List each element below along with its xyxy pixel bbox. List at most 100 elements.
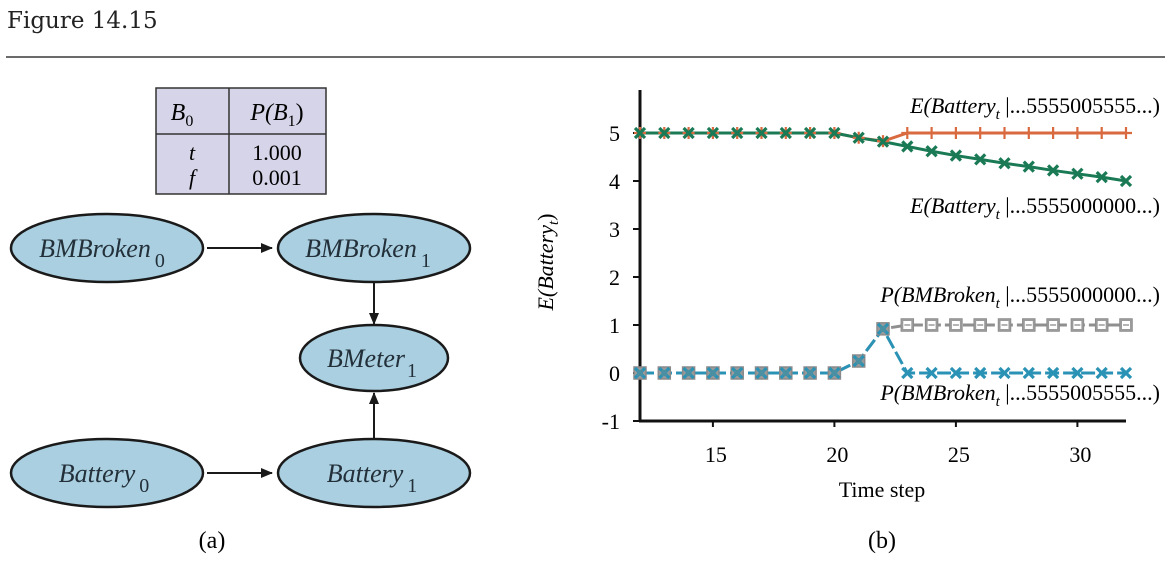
data-point-overlap — [637, 370, 643, 376]
data-point-x — [925, 145, 938, 158]
y-ticks: -1 0 1 2 3 4 5 — [602, 121, 640, 434]
cpt-table: B0 P(B1) t 1.000 f 0.001 — [155, 87, 327, 195]
data-point-x — [1071, 366, 1084, 380]
x-ticks: 15 20 25 30 — [705, 421, 1091, 467]
cpt-background — [155, 87, 327, 195]
data-point-x — [828, 126, 841, 140]
node-ellipse — [298, 323, 450, 393]
node-ellipse — [276, 437, 472, 509]
data-point-plus — [1120, 127, 1132, 139]
data-point-x — [901, 140, 914, 153]
data-point-overlap — [685, 370, 692, 376]
data-point-x — [1022, 160, 1035, 173]
data-point-x — [633, 126, 647, 140]
data-point-x — [949, 366, 963, 380]
data-point-x — [1071, 167, 1084, 180]
node-ellipse — [276, 212, 472, 284]
data-point-plus — [1022, 127, 1035, 139]
cpt-row-prob: 1.000 — [252, 140, 302, 165]
panel-b-caption: (b) — [868, 528, 896, 554]
y-tick-label: 5 — [609, 121, 620, 146]
data-point-plus — [949, 127, 962, 139]
cpt-header-prob: P(B1) — [249, 100, 303, 130]
x-axis-label: Time step — [839, 477, 926, 502]
title-rule — [6, 56, 1165, 58]
data-point-x — [876, 135, 890, 148]
node-battery0: Battery 0 — [9, 437, 205, 509]
data-point-x — [731, 126, 744, 140]
y-tick-label: 4 — [609, 169, 620, 194]
data-point-x — [1119, 366, 1133, 380]
data-point-overlap — [831, 370, 838, 376]
y-axis-label: E(Batteryt) — [533, 213, 562, 311]
data-point-x — [974, 366, 987, 380]
data-point-plus — [998, 127, 1011, 139]
data-point-plus — [974, 127, 987, 139]
data-point-overlap — [758, 370, 765, 376]
data-point-x — [998, 366, 1011, 380]
data-point-x — [974, 153, 987, 166]
data-point-x — [998, 157, 1011, 170]
data-point-x — [755, 126, 768, 140]
series-label-bmbroken-5555000000: P(BMBrokent |...5555000000...) — [879, 282, 1160, 312]
data-point-x — [706, 126, 720, 140]
panel-a-network: B0 P(B1) t 1.000 f 0.001 BMBroken 0 BMBro… — [9, 87, 472, 554]
node-label: BMBroken 0 — [39, 234, 165, 272]
x-tick-label: 30 — [1069, 442, 1091, 467]
data-point-x — [925, 366, 938, 380]
data-point-overlap — [661, 370, 668, 376]
data-point-x — [901, 366, 914, 380]
x-tick-label: 25 — [948, 442, 970, 467]
data-point-overlap — [855, 358, 862, 364]
cpt-row-value: f — [189, 165, 198, 190]
y-tick-label: 0 — [609, 361, 620, 386]
data-point-overlap — [782, 370, 789, 376]
node-label: BMeter 1 — [327, 344, 417, 382]
figure-title: Figure 14.15 — [7, 8, 158, 34]
data-point-x — [779, 126, 792, 140]
data-point-x — [1046, 164, 1060, 177]
data-point-plus — [1071, 127, 1084, 139]
cpt-header-parent: B0 — [171, 100, 194, 130]
y-tick-label: 2 — [609, 265, 620, 290]
x-tick-label: 15 — [705, 442, 727, 467]
data-point-x — [852, 131, 865, 144]
series-label-bmbroken-5555005555: P(BMBrokent |...5555005555...) — [879, 380, 1160, 410]
node-ellipse — [9, 212, 205, 284]
y-tick-label: 1 — [609, 313, 620, 338]
node-bmeter1: BMeter 1 — [298, 323, 450, 393]
y-tick-label: -1 — [602, 409, 620, 434]
data-point-x — [682, 126, 695, 140]
data-point-x — [1095, 171, 1108, 184]
node-label: BMBroken 1 — [305, 234, 431, 272]
node-label: Battery 1 — [327, 459, 418, 497]
network-edges — [207, 243, 379, 478]
data-point-x — [803, 126, 817, 140]
data-point-plus — [925, 127, 938, 139]
data-point-x — [949, 149, 963, 162]
x-tick-label: 20 — [826, 442, 848, 467]
data-point-overlap — [807, 370, 814, 376]
data-point-plus — [1047, 127, 1060, 139]
panel-a-caption: (a) — [199, 528, 226, 554]
data-point-x — [1119, 174, 1133, 188]
data-point-overlap — [880, 325, 886, 332]
node-ellipse — [9, 437, 205, 509]
cpt-row-value: t — [189, 140, 196, 165]
data-point-plus — [1095, 127, 1108, 139]
data-point-plus — [901, 127, 914, 139]
data-point-overlap — [709, 370, 716, 376]
node-label: Battery 0 — [59, 459, 150, 497]
node-bmbroken0: BMBroken 0 — [9, 212, 205, 284]
data-point-x — [658, 126, 671, 140]
node-battery1: Battery 1 — [276, 437, 472, 509]
y-tick-label: 3 — [609, 217, 620, 242]
series-markers — [633, 126, 1133, 380]
data-point-overlap — [734, 370, 741, 376]
cpt-row-prob: 0.001 — [252, 165, 302, 190]
series-label-battery-5555000000: E(Batteryt |...5555000000...) — [909, 193, 1160, 223]
data-point-x — [1022, 366, 1035, 380]
data-point-x — [1046, 366, 1060, 380]
data-point-x — [1095, 366, 1108, 380]
